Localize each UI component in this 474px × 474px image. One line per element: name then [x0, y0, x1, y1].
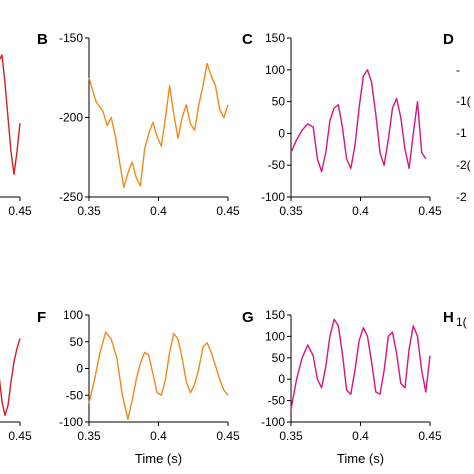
y-tick-label: -1: [456, 126, 467, 140]
x-tick-label: 0.4: [150, 204, 167, 218]
y-tick-label: 50: [272, 95, 286, 109]
y-tick-label: 150: [265, 308, 285, 322]
panel-h: H 1(: [443, 309, 467, 329]
panel-letter: F: [37, 309, 46, 326]
y-tick-label: -2(: [456, 158, 471, 172]
y-tick-label: -250: [59, 190, 83, 204]
x-tick-label: 0.4: [150, 429, 167, 443]
x-tick-label: 0.35: [77, 429, 101, 443]
y-tick-label: -50: [268, 158, 286, 172]
panel-a: 0.45: [0, 54, 32, 218]
y-tick-label: -100: [261, 415, 285, 429]
x-tick-label: 0.45: [216, 204, 240, 218]
x-tick-label: 0.35: [77, 204, 101, 218]
y-tick-label: 50: [272, 351, 286, 365]
y-tick-label: 100: [265, 63, 285, 77]
y-tick-label: 100: [265, 329, 285, 343]
y-tick-label: 150: [265, 31, 285, 45]
x-tick-label: 0.45: [8, 429, 32, 443]
series-line: [290, 318, 431, 410]
y-tick-label: -50: [66, 388, 84, 402]
x-axis-title: Time (s): [135, 451, 182, 466]
panel-d: D - -1( -1 -2( -2: [443, 31, 471, 204]
x-tick-label: 0.45: [8, 204, 32, 218]
y-tick-label: 50: [70, 335, 84, 349]
x-tick-label: 0.4: [352, 204, 369, 218]
series-line: [290, 69, 427, 173]
y-tick-label: 0: [278, 126, 285, 140]
x-tick-label: 0.45: [216, 429, 240, 443]
y-tick-label: -50: [268, 394, 286, 408]
panel-letter: G: [242, 309, 254, 326]
panel-e: 0.45: [0, 338, 32, 443]
y-tick-label: -1(: [456, 94, 471, 108]
y-tick-label: -2: [456, 190, 467, 204]
series-line: [0, 338, 21, 416]
y-tick-label: 100: [63, 308, 83, 322]
panel-letter: C: [242, 31, 253, 48]
y-tick-label: -100: [59, 415, 83, 429]
x-tick-label: 0.45: [418, 429, 442, 443]
x-axis-title: Time (s): [337, 451, 384, 466]
panel-letter: H: [443, 309, 454, 326]
y-tick-label: 0: [278, 372, 285, 386]
panel-letter: B: [37, 31, 48, 48]
x-tick-label: 0.35: [279, 204, 303, 218]
x-tick-label: 0.45: [418, 204, 442, 218]
series-line: [88, 331, 229, 420]
y-tick-label: -100: [261, 190, 285, 204]
panel-letter: D: [443, 31, 454, 48]
y-tick-label: 0: [76, 362, 83, 376]
series-line: [0, 54, 21, 175]
y-tick-label: -: [456, 63, 460, 77]
x-tick-label: 0.35: [279, 429, 303, 443]
y-tick-label: 1(: [456, 315, 467, 329]
y-tick-label: -200: [59, 111, 83, 125]
x-tick-label: 0.4: [352, 429, 369, 443]
series-line: [88, 62, 229, 189]
y-tick-label: -150: [59, 31, 83, 45]
